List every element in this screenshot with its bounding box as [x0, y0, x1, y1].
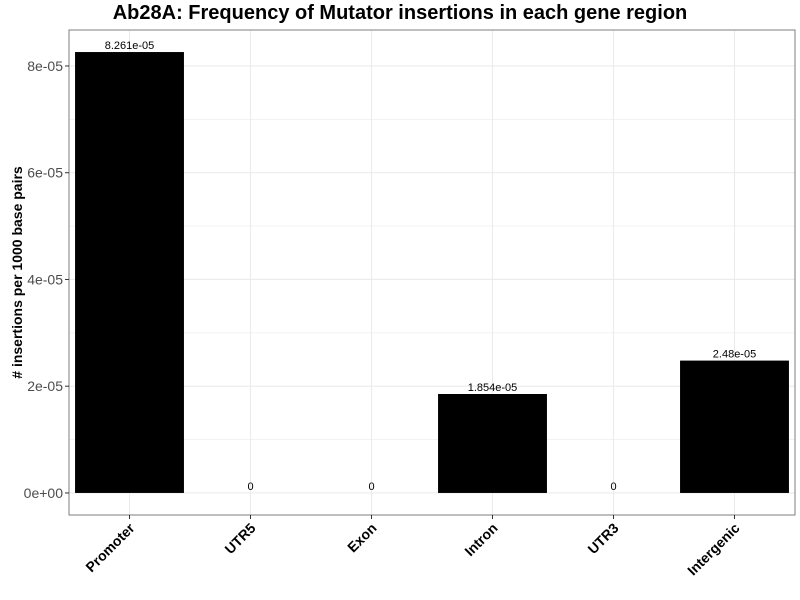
bar-intron	[438, 394, 547, 493]
panel-border	[68, 29, 796, 516]
data-label: 1.854e-05	[468, 382, 518, 394]
minor-gridlines	[69, 119, 795, 440]
x-tick-label: UTR5	[221, 520, 258, 557]
bar-promoter	[75, 52, 184, 493]
data-label: 0	[610, 481, 616, 493]
bars	[75, 52, 789, 493]
x-tick-label: Intron	[461, 520, 500, 559]
data-label: 0	[368, 481, 374, 493]
data-label: 2.48e-05	[713, 349, 756, 361]
chart-title: Ab28A: Frequency of Mutator insertions i…	[112, 2, 688, 24]
x-tick-label: Exon	[344, 520, 380, 556]
y-tick-label: 2e-05	[27, 378, 63, 394]
y-tick-label: 8e-05	[27, 58, 63, 74]
data-labels: 8.261e-05 0 0 1.854e-05 0 2.48e-05	[105, 40, 756, 493]
data-label: 8.261e-05	[105, 40, 155, 52]
y-axis-label: # insertions per 1000 base pairs	[9, 166, 25, 379]
x-tick-label: Promoter	[82, 519, 138, 575]
y-tick-label: 0e+00	[24, 485, 64, 501]
y-axis-ticks: 0e+00 2e-05 4e-05 6e-05 8e-05	[24, 58, 69, 501]
x-axis-ticks: Promoter UTR5 Exon Intron UTR3 Intergenic	[82, 515, 743, 579]
y-tick-label: 6e-05	[27, 165, 63, 181]
x-tick-label: Intergenic	[684, 520, 743, 579]
bar-intergenic	[680, 360, 789, 493]
y-tick-label: 4e-05	[27, 271, 63, 287]
data-label: 0	[247, 481, 253, 493]
x-tick-label: UTR3	[584, 520, 621, 557]
